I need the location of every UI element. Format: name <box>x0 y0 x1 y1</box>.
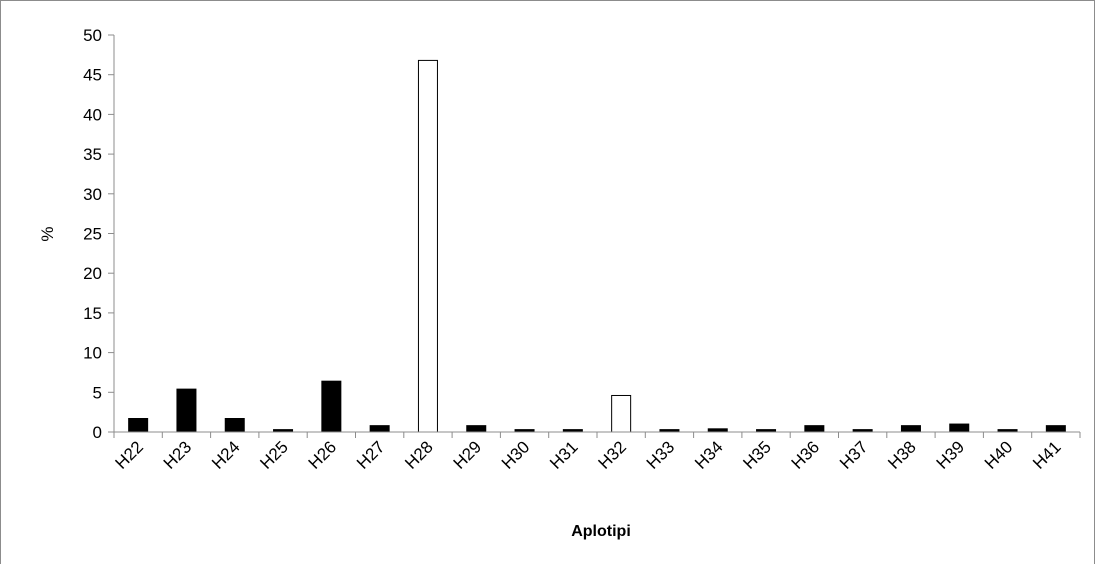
bar-h39 <box>949 423 970 433</box>
x-tick-label: H35 <box>739 437 774 472</box>
x-tick-label: H25 <box>256 437 291 472</box>
x-tick-label: H22 <box>111 437 146 472</box>
x-axis-title: Aplotipi <box>571 523 631 540</box>
y-axis: 0 5 10 15 20 25 30 35 40 45 50 <box>83 26 115 442</box>
bars <box>128 59 1066 433</box>
x-tick-label: H36 <box>788 437 823 472</box>
y-tick-label: 5 <box>93 383 102 402</box>
x-tick-label: H24 <box>208 437 243 472</box>
y-tick-label: 25 <box>83 225 102 244</box>
bar-h38 <box>900 425 921 433</box>
y-tick-label: 0 <box>93 423 102 442</box>
x-tick-label: H31 <box>546 437 581 472</box>
x-tick-label: H37 <box>836 437 871 472</box>
bar-h23 <box>176 388 197 433</box>
x-tick-label: H40 <box>981 437 1016 472</box>
y-tick-label: 20 <box>83 264 102 283</box>
bar-h32 <box>611 394 632 433</box>
y-tick-label: 45 <box>83 66 102 85</box>
x-tick-label: H28 <box>401 437 436 472</box>
y-tick-label: 30 <box>83 185 102 204</box>
bar-h26 <box>321 380 342 433</box>
bar-h36 <box>804 425 825 433</box>
x-tick-label: H29 <box>450 437 485 472</box>
bar-h28 <box>417 59 438 433</box>
x-tick-label: H33 <box>643 437 678 472</box>
x-tick-label: H38 <box>884 437 919 472</box>
bar-h27 <box>369 425 390 433</box>
bar-h22 <box>128 418 149 433</box>
bar-h29 <box>466 425 487 433</box>
y-tick-label: 10 <box>83 344 102 363</box>
y-axis-title: % <box>38 226 57 241</box>
y-tick-label: 50 <box>83 26 102 45</box>
x-tick-label: H23 <box>160 437 195 472</box>
x-tick-label: H41 <box>1029 437 1064 472</box>
bar-h24 <box>224 418 245 433</box>
x-tick-label: H30 <box>498 437 533 472</box>
y-tick-label: 35 <box>83 145 102 164</box>
x-tick-label: H26 <box>305 437 340 472</box>
y-tick-label: 15 <box>83 304 102 323</box>
x-tick-label: H32 <box>594 437 629 472</box>
x-tick-label: H39 <box>933 437 968 472</box>
x-axis: H22 H23 H24 H25 H26 H27 H28 H29 H30 H31 H32 H33 H34 H… <box>111 431 1081 473</box>
x-tick-label: H34 <box>691 437 726 472</box>
x-tick-label: H27 <box>353 437 388 472</box>
bar-h41 <box>1045 425 1066 433</box>
y-tick-label: 40 <box>83 105 102 124</box>
